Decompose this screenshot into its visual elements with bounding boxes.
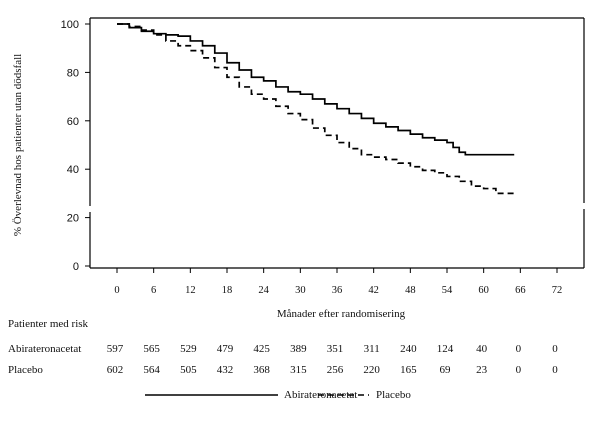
x-tick-label: 24: [258, 285, 269, 296]
x-tick-label: 66: [515, 285, 526, 296]
risk-row-label: Placebo: [8, 364, 43, 376]
risk-table: Abirateronacetat 597 565 529 479 425 389 351 311…: [8, 343, 558, 376]
risk-count: 311: [364, 343, 380, 355]
x-tick-label: 72: [552, 285, 563, 296]
x-tick-label: 30: [295, 285, 306, 296]
risk-count: 0: [552, 364, 558, 376]
x-tick-label: 48: [405, 285, 416, 296]
risk-count: 0: [552, 343, 558, 355]
x-tick-label: 42: [368, 285, 379, 296]
x-tick-label: 12: [185, 285, 196, 296]
x-tick-label: 6: [151, 285, 156, 296]
risk-count: 351: [327, 343, 344, 355]
x-tick-label: 54: [442, 285, 453, 296]
risk-count: 315: [290, 364, 307, 376]
risk-count: 602: [107, 364, 124, 376]
legend: Abirateronacetat Placebo: [145, 389, 411, 401]
y-tick-label: 20: [67, 213, 79, 225]
risk-count: 23: [476, 364, 488, 376]
risk-count: 124: [437, 343, 454, 355]
risk-count: 597: [107, 343, 124, 355]
risk-count: 165: [400, 364, 417, 376]
risk-count: 40: [476, 343, 488, 355]
risk-count: 0: [516, 343, 522, 355]
risk-count: 368: [253, 364, 270, 376]
y-tick-label: 40: [67, 164, 79, 176]
risk-count: 565: [143, 343, 160, 355]
plot-frame: [88, 17, 585, 269]
y-tick-label: 100: [61, 19, 79, 31]
x-tick-label: 36: [332, 285, 343, 296]
y-tick-label: 0: [73, 261, 79, 273]
legend-label-placebo: Placebo: [376, 389, 411, 401]
risk-count: 256: [327, 364, 344, 376]
y-ticks: 0 20 40 60 80 100: [61, 19, 90, 273]
risk-count: 0: [516, 364, 522, 376]
x-tick-label: 60: [478, 285, 489, 296]
risk-count: 479: [217, 343, 234, 355]
risk-count: 564: [143, 364, 160, 376]
x-tick-label: 18: [222, 285, 233, 296]
y-tick-label: 60: [67, 116, 79, 128]
risk-table-title: Patienter med risk: [8, 318, 89, 330]
risk-row-label: Abirateronacetat: [8, 343, 81, 355]
series-lines: [117, 23, 515, 195]
x-tick-label: 0: [114, 285, 119, 296]
risk-count: 529: [180, 343, 197, 355]
x-ticks: 0 6 12 18 24 30 36 42 48 54 60 66 72: [114, 268, 562, 296]
risk-count: 425: [253, 343, 270, 355]
series-line-placebo: [117, 23, 515, 195]
risk-count: 240: [400, 343, 417, 355]
risk-count: 69: [440, 364, 452, 376]
risk-count: 389: [290, 343, 307, 355]
x-axis-title: Månader efter randomisering: [277, 308, 406, 320]
risk-count: 432: [217, 364, 234, 376]
y-axis-title: % Överlevnad hos patienter utan dödsfall: [12, 54, 24, 236]
y-tick-label: 80: [67, 67, 79, 79]
risk-count: 505: [180, 364, 197, 376]
risk-count: 220: [363, 364, 380, 376]
series-line-abirateronacetat: [117, 23, 515, 156]
